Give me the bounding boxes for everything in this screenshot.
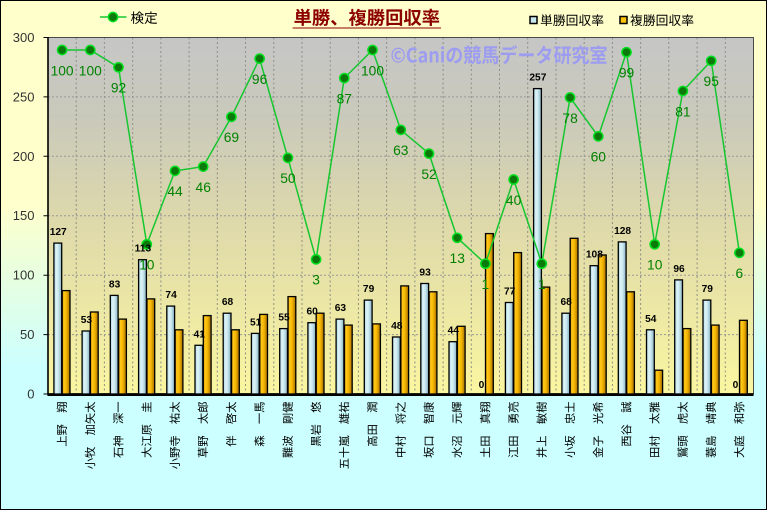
- svg-text:92: 92: [111, 81, 126, 96]
- svg-text:6: 6: [736, 266, 744, 281]
- svg-text:13: 13: [450, 251, 466, 266]
- svg-text:108: 108: [586, 250, 603, 261]
- svg-text:3: 3: [312, 273, 320, 288]
- svg-text:96: 96: [673, 264, 685, 275]
- svg-text:77: 77: [504, 287, 516, 298]
- svg-text:10: 10: [647, 258, 663, 273]
- svg-text:99: 99: [619, 66, 635, 81]
- svg-text:1: 1: [538, 277, 546, 292]
- svg-text:0: 0: [733, 380, 739, 391]
- svg-text:257: 257: [529, 73, 546, 84]
- svg-text:150: 150: [13, 208, 35, 223]
- svg-text:95: 95: [704, 74, 720, 89]
- svg-text:52: 52: [421, 167, 436, 182]
- svg-text:63: 63: [393, 143, 409, 158]
- svg-text:1: 1: [482, 277, 490, 292]
- svg-text:40: 40: [506, 193, 522, 208]
- svg-text:79: 79: [702, 284, 714, 295]
- svg-text:0: 0: [479, 380, 485, 391]
- svg-text:53: 53: [81, 315, 93, 326]
- svg-text:100: 100: [13, 268, 35, 283]
- svg-text:50: 50: [280, 171, 296, 186]
- svg-text:60: 60: [591, 150, 607, 165]
- svg-text:93: 93: [419, 268, 431, 279]
- svg-text:55: 55: [278, 313, 290, 324]
- svg-text:63: 63: [335, 303, 347, 314]
- svg-text:79: 79: [363, 284, 375, 295]
- svg-text:68: 68: [222, 297, 234, 308]
- svg-text:60: 60: [307, 307, 319, 318]
- svg-text:100: 100: [79, 63, 102, 78]
- svg-text:83: 83: [109, 279, 121, 290]
- svg-text:128: 128: [614, 226, 631, 237]
- svg-text:81: 81: [675, 104, 690, 119]
- svg-text:74: 74: [165, 290, 177, 301]
- svg-text:48: 48: [391, 321, 403, 332]
- svg-text:87: 87: [337, 91, 352, 106]
- svg-text:100: 100: [361, 63, 384, 78]
- svg-text:54: 54: [645, 314, 657, 325]
- svg-text:200: 200: [13, 149, 35, 164]
- svg-text:300: 300: [13, 30, 35, 45]
- svg-text:50: 50: [20, 327, 34, 342]
- svg-text:69: 69: [224, 130, 240, 145]
- svg-text:100: 100: [51, 63, 74, 78]
- svg-text:127: 127: [50, 227, 67, 238]
- svg-text:44: 44: [167, 184, 183, 199]
- svg-text:0: 0: [27, 387, 34, 402]
- svg-text:51: 51: [250, 317, 262, 328]
- svg-text:113: 113: [135, 244, 152, 255]
- svg-text:10: 10: [139, 258, 155, 273]
- svg-text:46: 46: [196, 180, 212, 195]
- svg-text:78: 78: [562, 111, 578, 126]
- svg-text:44: 44: [448, 326, 460, 337]
- svg-text:41: 41: [194, 329, 206, 340]
- svg-text:68: 68: [561, 297, 573, 308]
- svg-text:250: 250: [13, 89, 35, 104]
- svg-text:96: 96: [252, 72, 268, 87]
